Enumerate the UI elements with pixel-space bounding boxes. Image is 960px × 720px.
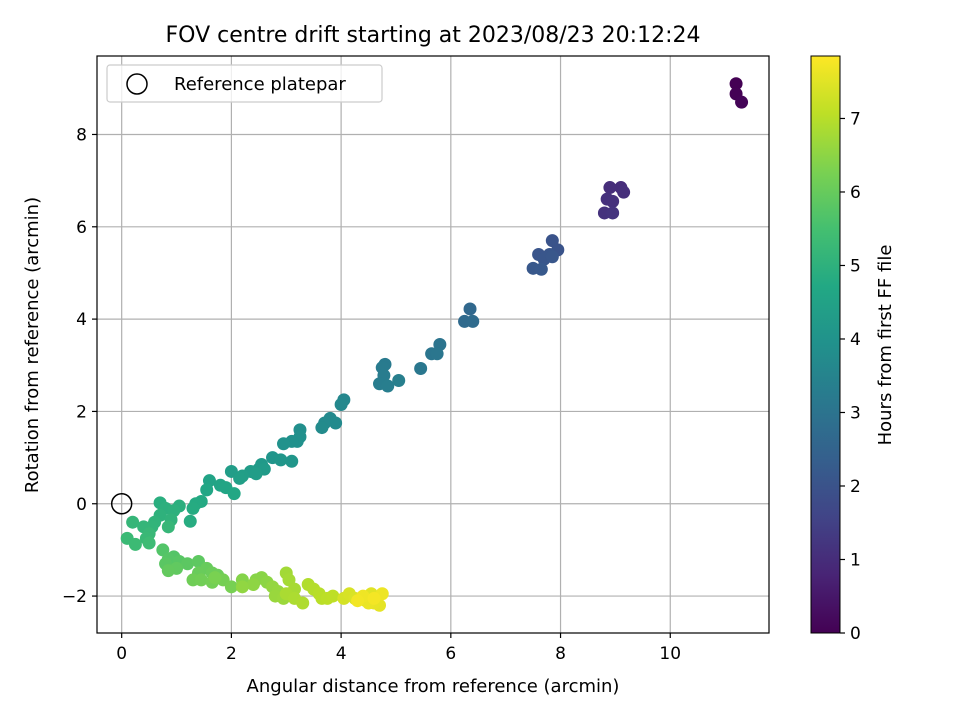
- y-tick-label: 8: [76, 125, 87, 145]
- data-point: [285, 454, 299, 468]
- data-point: [126, 515, 140, 529]
- chart-title: FOV centre drift starting at 2023/08/23 …: [166, 23, 701, 48]
- colorbar-tick-label: 4: [850, 330, 861, 350]
- data-point: [183, 514, 197, 528]
- plot-frame: [96, 55, 770, 634]
- colorbar-tick-label: 1: [850, 550, 861, 570]
- data-point: [545, 250, 559, 264]
- data-point: [735, 95, 749, 109]
- colorbar-ticks: 0 1 2 3 4 5 6 7: [840, 109, 861, 644]
- colorbar-tick-label: 6: [850, 183, 861, 203]
- data-point: [315, 421, 329, 435]
- data-point: [729, 77, 743, 91]
- data-point: [367, 591, 381, 605]
- data-point: [200, 483, 214, 497]
- reference-platepar-marker: [110, 493, 133, 515]
- data-point: [208, 571, 222, 585]
- colorbar-tick-label: 7: [850, 109, 861, 129]
- y-tick-label: 0: [76, 495, 87, 515]
- y-tick-label: 2: [76, 402, 87, 422]
- data-point: [227, 487, 241, 501]
- x-tick-label: 2: [226, 644, 237, 664]
- x-tick-label: 6: [445, 644, 456, 664]
- x-tick-label: 8: [555, 644, 566, 664]
- legend: Reference platepar: [106, 64, 383, 103]
- data-point: [249, 467, 263, 481]
- data-point: [246, 578, 260, 592]
- colorbar-tick-label: 5: [850, 256, 861, 276]
- x-axis-label: Angular distance from reference (arcmin): [247, 676, 620, 697]
- legend-open-circle-icon: [126, 73, 148, 95]
- x-axis-ticks: 0 2 4 6 8 10: [116, 633, 681, 664]
- data-point: [534, 262, 548, 276]
- data-point: [181, 557, 195, 571]
- data-point: [329, 416, 343, 430]
- data-point: [606, 194, 620, 208]
- data-point: [128, 537, 142, 551]
- legend-box: [106, 64, 383, 103]
- data-point: [606, 206, 620, 220]
- data-point: [351, 594, 365, 608]
- scatter-points: [120, 77, 749, 612]
- data-point: [277, 437, 291, 451]
- data-point: [296, 596, 310, 610]
- data-point: [233, 471, 247, 485]
- x-tick-label: 0: [116, 644, 127, 664]
- y-tick-label: −2: [62, 587, 87, 607]
- data-point: [392, 374, 406, 388]
- legend-entry-label: Reference platepar: [174, 74, 346, 95]
- colorbar: 0 1 2 3 4 5 6 7 Hours from first FF file: [810, 55, 896, 644]
- x-tick-label: 10: [659, 644, 681, 664]
- data-point: [466, 314, 480, 328]
- data-point: [463, 302, 477, 316]
- data-point: [142, 536, 156, 550]
- data-point: [194, 573, 208, 587]
- data-point: [161, 564, 175, 578]
- data-point: [334, 398, 348, 412]
- y-axis-label: Rotation from reference (arcmin): [22, 197, 43, 493]
- data-point: [224, 580, 238, 594]
- colorbar-label: Hours from first FF file: [875, 245, 896, 446]
- data-point: [603, 181, 617, 195]
- data-point: [430, 347, 444, 361]
- colorbar-gradient: [810, 55, 841, 634]
- data-point: [161, 520, 175, 534]
- y-tick-label: 4: [76, 310, 87, 330]
- data-point: [381, 379, 395, 393]
- data-point: [274, 453, 288, 467]
- x-tick-label: 4: [336, 644, 347, 664]
- data-point: [414, 362, 428, 376]
- y-tick-label: 6: [76, 218, 87, 238]
- colorbar-tick-label: 2: [850, 477, 861, 497]
- grid-lines: [97, 56, 769, 633]
- colorbar-tick-label: 3: [850, 403, 861, 423]
- data-point: [235, 580, 249, 594]
- colorbar-tick-label: 0: [850, 624, 861, 644]
- data-point: [617, 185, 631, 199]
- y-axis-ticks: −2 0 2 4 6 8: [62, 125, 97, 607]
- data-point: [186, 501, 200, 515]
- data-point: [326, 589, 340, 603]
